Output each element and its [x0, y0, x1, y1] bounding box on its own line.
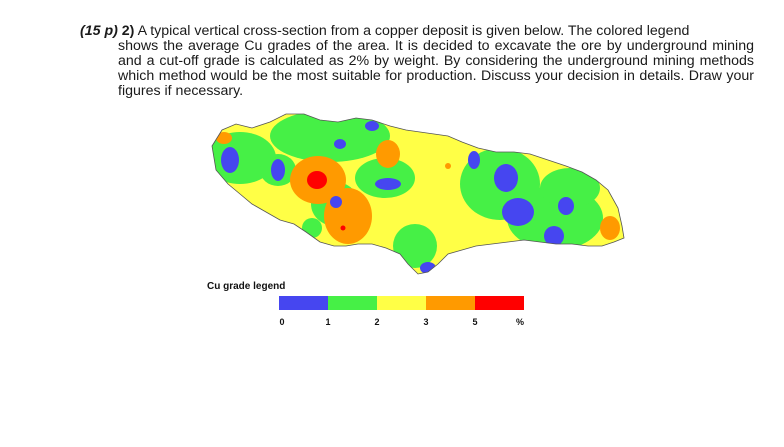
question-first-line: (15 p) 2) A typical vertical cross-secti… [80, 24, 754, 39]
legend-swatch-1-2 [328, 296, 377, 310]
legend-tick-5: 5 [472, 317, 478, 327]
question-points: (15 p) [80, 23, 118, 39]
legend-tick-0: 0 [279, 317, 285, 327]
legend-swatch-5-plus [475, 296, 524, 310]
legend-swatch-3-5 [426, 296, 475, 310]
legend-title: Cu grade legend [207, 281, 286, 292]
legend-tick-1: 1 [325, 317, 331, 327]
legend-color-bar [279, 296, 524, 310]
legend-tick-2: 2 [374, 317, 380, 327]
question-text: (15 p) 2) A typical vertical cross-secti… [80, 24, 754, 99]
cu-grade-map [211, 113, 625, 275]
legend-tick-3: 3 [423, 317, 429, 327]
question-number: 2) [121, 23, 135, 39]
legend-swatch-2-3 [377, 296, 426, 310]
question-intro: A typical vertical cross-section from a … [137, 23, 690, 39]
island-outline [211, 113, 625, 275]
legend-ticks: 0 1 2 3 5 % [0, 317, 784, 331]
question-body: shows the average Cu grades of the area.… [118, 38, 754, 99]
legend-swatch-0-1 [279, 296, 328, 310]
grade-contours [212, 114, 624, 274]
legend-tick-unit: % [515, 317, 525, 327]
